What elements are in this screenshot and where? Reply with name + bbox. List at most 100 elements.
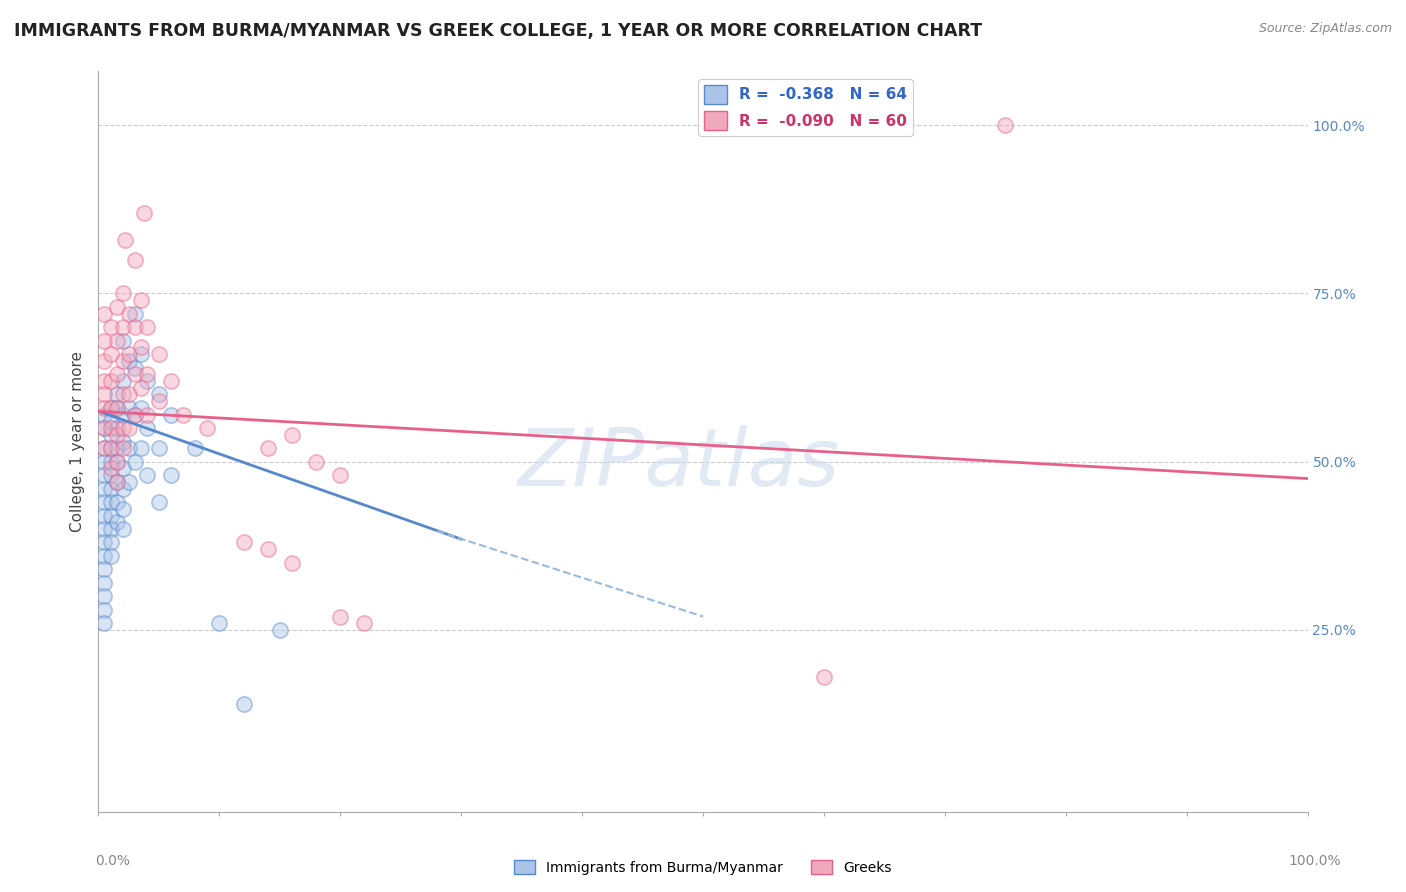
Point xyxy=(208,616,231,631)
Point xyxy=(100,442,122,456)
Point xyxy=(124,455,146,469)
Point xyxy=(93,616,115,631)
Text: Source: ZipAtlas.com: Source: ZipAtlas.com xyxy=(1258,22,1392,36)
Point xyxy=(111,482,134,496)
Point xyxy=(118,421,141,435)
Point xyxy=(93,508,115,523)
Point xyxy=(129,293,152,308)
Point xyxy=(93,442,115,456)
Point xyxy=(148,495,170,509)
Point xyxy=(118,353,141,368)
Point xyxy=(111,442,134,456)
Point xyxy=(135,421,157,435)
Point xyxy=(111,286,134,301)
Text: ZIPatlas: ZIPatlas xyxy=(517,425,839,503)
Text: 0.0%: 0.0% xyxy=(96,854,129,868)
Point xyxy=(111,320,134,334)
Point xyxy=(105,427,128,442)
Point xyxy=(160,374,183,388)
Point xyxy=(148,394,170,409)
Point xyxy=(100,374,122,388)
Point xyxy=(100,495,122,509)
Point xyxy=(124,360,146,375)
Point xyxy=(148,387,170,401)
Point xyxy=(93,401,115,415)
Point xyxy=(129,381,152,395)
Point xyxy=(100,461,122,475)
Point xyxy=(93,535,115,549)
Text: 100.0%: 100.0% xyxy=(1288,854,1341,868)
Point xyxy=(105,475,128,489)
Point xyxy=(135,368,157,382)
Point xyxy=(160,468,183,483)
Point xyxy=(129,442,152,456)
Point xyxy=(93,353,115,368)
Point xyxy=(105,442,128,456)
Point xyxy=(129,347,152,361)
Point xyxy=(105,455,128,469)
Point xyxy=(105,455,128,469)
Point xyxy=(93,421,115,435)
Point xyxy=(105,387,128,401)
Point xyxy=(129,340,152,354)
Point xyxy=(93,442,115,456)
Point xyxy=(118,442,141,456)
Text: IMMIGRANTS FROM BURMA/MYANMAR VS GREEK COLLEGE, 1 YEAR OR MORE CORRELATION CHART: IMMIGRANTS FROM BURMA/MYANMAR VS GREEK C… xyxy=(14,22,983,40)
Legend: R =  -0.368   N = 64, R =  -0.090   N = 60: R = -0.368 N = 64, R = -0.090 N = 60 xyxy=(697,79,912,136)
Point xyxy=(329,609,352,624)
Point xyxy=(93,455,115,469)
Point xyxy=(100,320,122,334)
Point xyxy=(100,455,122,469)
Point xyxy=(93,495,115,509)
Point xyxy=(124,320,146,334)
Point xyxy=(100,468,122,483)
Point xyxy=(111,374,134,388)
Point xyxy=(111,434,134,449)
Point xyxy=(232,697,254,711)
Point xyxy=(305,455,328,469)
Point xyxy=(93,307,115,321)
Point xyxy=(148,442,170,456)
Point xyxy=(111,408,134,422)
Point xyxy=(93,603,115,617)
Point xyxy=(124,368,146,382)
Point xyxy=(105,401,128,415)
Point xyxy=(281,427,304,442)
Point xyxy=(172,408,194,422)
Point xyxy=(148,347,170,361)
Point xyxy=(111,353,134,368)
Point xyxy=(124,307,146,321)
Point xyxy=(118,401,141,415)
Point xyxy=(100,427,122,442)
Point xyxy=(111,501,134,516)
Point xyxy=(100,401,122,415)
Point xyxy=(124,408,146,422)
Point xyxy=(105,334,128,348)
Point xyxy=(353,616,375,631)
Point xyxy=(105,495,128,509)
Point xyxy=(93,408,115,422)
Point xyxy=(93,590,115,604)
Point xyxy=(93,549,115,563)
Point xyxy=(93,387,115,401)
Point xyxy=(124,408,146,422)
Point xyxy=(135,374,157,388)
Point xyxy=(813,670,835,684)
Point xyxy=(111,522,134,536)
Point xyxy=(118,307,141,321)
Point xyxy=(256,542,278,557)
Point xyxy=(105,368,128,382)
Point xyxy=(100,347,122,361)
Point xyxy=(105,300,128,314)
Point xyxy=(118,387,141,401)
Point xyxy=(105,475,128,489)
Point xyxy=(105,421,128,435)
Point xyxy=(232,535,254,549)
Point xyxy=(111,461,134,475)
Point xyxy=(114,233,136,247)
Point xyxy=(100,401,122,415)
Point xyxy=(124,252,146,267)
Point xyxy=(111,421,134,435)
Point xyxy=(100,442,122,456)
Point xyxy=(111,387,134,401)
